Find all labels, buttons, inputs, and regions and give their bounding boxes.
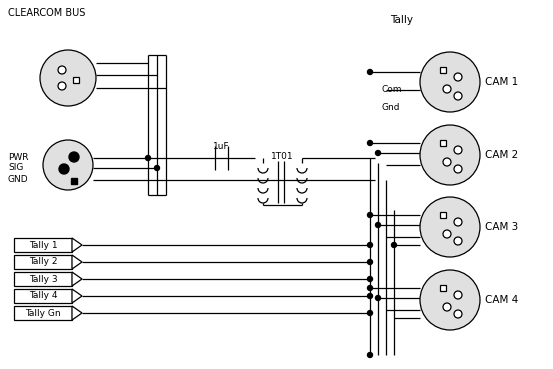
Circle shape (443, 303, 451, 311)
Bar (440, 67, 446, 73)
Circle shape (368, 293, 373, 299)
Polygon shape (72, 289, 82, 303)
Circle shape (420, 52, 480, 112)
Circle shape (368, 286, 373, 290)
Circle shape (420, 125, 480, 185)
Text: Gnd: Gnd (382, 103, 400, 113)
Circle shape (375, 223, 380, 228)
Circle shape (145, 155, 150, 161)
Text: GND: GND (8, 176, 29, 184)
Circle shape (59, 164, 69, 174)
Text: CAM 3: CAM 3 (485, 222, 518, 232)
Bar (14, 306, 72, 320)
Circle shape (454, 291, 462, 299)
Bar (71, 178, 77, 184)
Circle shape (443, 230, 451, 238)
Circle shape (443, 85, 451, 93)
Text: CLEARCOM BUS: CLEARCOM BUS (8, 8, 85, 18)
Text: Tally Gn: Tally Gn (25, 308, 61, 317)
Circle shape (443, 158, 451, 166)
Circle shape (368, 259, 373, 265)
Circle shape (375, 296, 380, 300)
Circle shape (454, 218, 462, 226)
Circle shape (368, 276, 373, 282)
Text: SIG: SIG (8, 163, 23, 172)
Circle shape (40, 50, 96, 106)
Text: Tally 2: Tally 2 (29, 258, 58, 266)
Circle shape (69, 152, 79, 162)
Polygon shape (72, 306, 82, 320)
Text: CAM 2: CAM 2 (485, 150, 518, 160)
Text: Tally: Tally (390, 15, 413, 25)
Circle shape (454, 237, 462, 245)
Text: Tally 1: Tally 1 (29, 241, 58, 249)
Text: Tally 4: Tally 4 (29, 292, 58, 300)
Text: CAM 1: CAM 1 (485, 77, 518, 87)
Bar (14, 255, 72, 269)
Text: PWR: PWR (8, 152, 29, 162)
Text: CAM 4: CAM 4 (485, 295, 518, 305)
Text: Tally 3: Tally 3 (29, 275, 58, 283)
Bar (440, 212, 446, 218)
Bar (440, 140, 446, 146)
Circle shape (454, 73, 462, 81)
Polygon shape (72, 238, 82, 252)
Text: 1T01: 1T01 (271, 152, 294, 161)
Bar (14, 238, 72, 252)
Circle shape (154, 166, 159, 170)
Bar (440, 285, 446, 291)
Circle shape (420, 197, 480, 257)
Text: 1uF: 1uF (213, 142, 230, 151)
Bar (14, 272, 72, 286)
Polygon shape (72, 272, 82, 286)
Bar (14, 289, 72, 303)
Circle shape (368, 242, 373, 248)
Circle shape (368, 213, 373, 217)
Circle shape (454, 310, 462, 318)
Circle shape (375, 151, 380, 155)
Circle shape (454, 165, 462, 173)
Circle shape (392, 242, 397, 248)
Circle shape (368, 69, 373, 75)
Circle shape (368, 310, 373, 315)
Circle shape (420, 270, 480, 330)
Circle shape (454, 146, 462, 154)
Text: Com: Com (382, 86, 403, 94)
Circle shape (368, 352, 373, 358)
Circle shape (43, 140, 93, 190)
Circle shape (58, 82, 66, 90)
Circle shape (368, 141, 373, 145)
Circle shape (58, 66, 66, 74)
Polygon shape (72, 255, 82, 269)
Circle shape (454, 92, 462, 100)
Bar (73, 77, 79, 83)
